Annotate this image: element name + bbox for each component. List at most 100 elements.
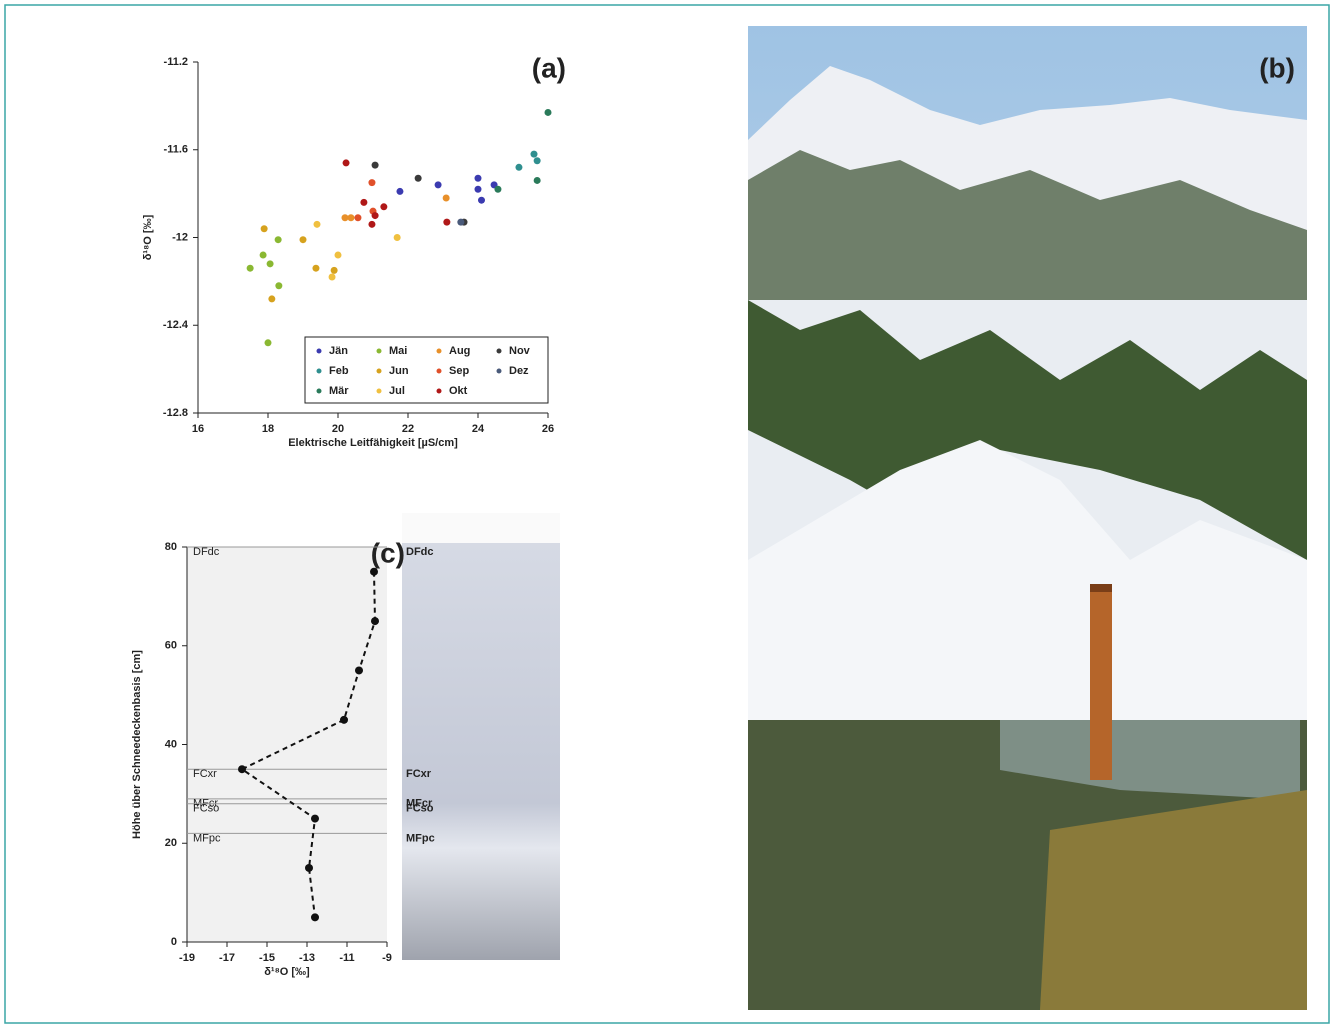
x-axis-label: δ¹⁸O [‰] [264, 966, 310, 978]
legend-label: Feb [329, 365, 349, 377]
y-tick-label: -11.2 [164, 56, 188, 68]
point [266, 260, 274, 268]
legend-marker [316, 368, 322, 374]
point [443, 218, 451, 226]
point [238, 765, 246, 774]
layer-label: DFdc [406, 546, 434, 558]
legend-marker [316, 348, 322, 354]
point [330, 266, 338, 274]
profile-line [240, 571, 377, 918]
point [494, 185, 502, 193]
layer-label: MFcr [406, 798, 433, 810]
legend-label: Jul [389, 385, 405, 397]
x-tick-label: -13 [299, 952, 315, 964]
point [311, 814, 319, 823]
legend-label: Sep [449, 365, 469, 377]
point [246, 264, 254, 272]
plot-background [187, 547, 387, 942]
y-axis-label: Höhe über Schneedeckenbasis [cm] [131, 650, 143, 839]
x-tick-label: -15 [259, 952, 275, 964]
x-tick-label: 22 [402, 423, 414, 435]
point [530, 150, 538, 158]
legend-label: Jun [389, 365, 409, 377]
panel-label: (b) [1259, 52, 1295, 83]
point [442, 194, 450, 202]
point [313, 220, 321, 228]
layer-label: FCso [406, 803, 434, 815]
point [533, 176, 541, 184]
photo-b: (b) [748, 26, 1307, 1010]
point [370, 567, 378, 576]
point [371, 212, 379, 220]
x-tick-label: -17 [219, 952, 235, 964]
point [342, 159, 350, 167]
point [393, 234, 401, 241]
legend-label: Okt [449, 385, 468, 397]
point [259, 251, 267, 259]
point [533, 157, 541, 165]
point [396, 187, 404, 195]
point [478, 196, 485, 204]
x-tick-label: -19 [179, 952, 195, 964]
legend-marker [496, 348, 502, 354]
legend-label: Jän [329, 345, 348, 357]
point [328, 273, 336, 281]
snow-profile-photo [402, 513, 560, 960]
y-tick-label: 80 [165, 541, 177, 553]
legend-label: Aug [449, 345, 470, 357]
y-tick-label: 20 [165, 837, 177, 849]
y-tick-label: -12 [172, 231, 188, 243]
point [274, 236, 282, 244]
point [380, 203, 388, 211]
point [515, 163, 523, 171]
border [4, 4, 1330, 1024]
legend-marker [436, 348, 442, 354]
legend-marker [496, 368, 502, 374]
point [354, 214, 362, 222]
y-tick-label: 40 [165, 738, 177, 750]
point [371, 161, 379, 169]
legend-label: Dez [509, 365, 529, 377]
point [368, 220, 376, 228]
y-tick-label: -12.8 [163, 407, 188, 419]
legend-marker [436, 368, 442, 374]
point [305, 863, 313, 872]
legend-box [304, 336, 549, 404]
point [334, 251, 342, 259]
x-tick-label: 20 [332, 423, 344, 435]
legend-marker [376, 388, 382, 394]
point [474, 185, 482, 193]
legend-marker [376, 368, 382, 374]
point [414, 174, 422, 182]
y-tick-label: -11.6 [164, 144, 188, 156]
y-axis-label: δ¹⁸O [‰] [142, 214, 154, 260]
point [275, 282, 283, 290]
point [371, 617, 379, 626]
point [312, 264, 320, 272]
x-tick-label: -9 [382, 952, 392, 964]
layer-label: MFpc [193, 832, 221, 844]
layer-label: MFpc [406, 832, 435, 844]
legend-label: Mai [389, 345, 407, 357]
point [457, 218, 465, 226]
panel-label: (a) [532, 52, 566, 83]
x-tick-label: -11 [339, 952, 354, 964]
point [341, 214, 349, 222]
y-tick-label: 60 [165, 640, 177, 652]
point [360, 198, 368, 206]
layer-label: FCxr [193, 768, 217, 780]
point [311, 913, 319, 922]
point [544, 108, 552, 116]
layer-label: DFdc [193, 546, 220, 558]
legend-label: Nov [509, 345, 531, 357]
x-tick-label: 18 [262, 423, 274, 435]
point [260, 225, 268, 233]
x-tick-label: 16 [192, 423, 204, 435]
point [355, 666, 363, 675]
layer-label: FCso [193, 803, 219, 815]
legend-label: Mär [329, 385, 349, 397]
x-tick-label: 26 [542, 423, 554, 435]
point [434, 181, 442, 189]
point [368, 179, 376, 187]
